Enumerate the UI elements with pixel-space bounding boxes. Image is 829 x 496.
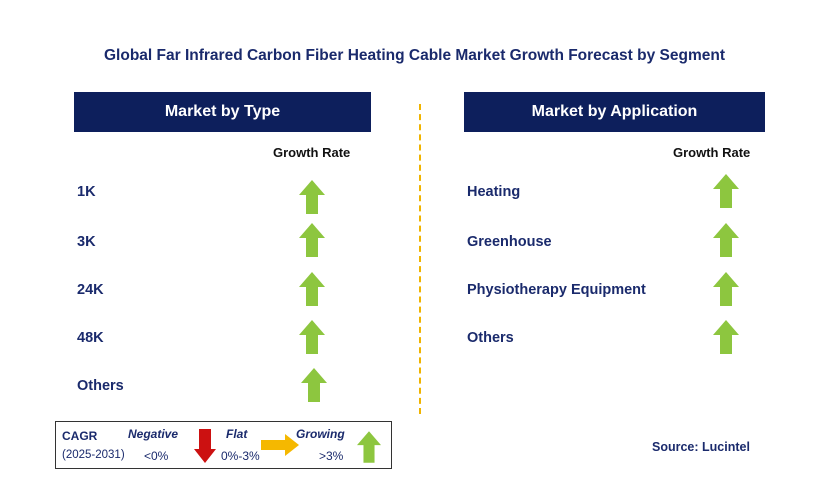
green-up-arrow-icon	[713, 320, 739, 354]
application-growth-rate-header: Growth Rate	[673, 145, 751, 160]
chart-title: Global Far Infrared Carbon Fiber Heating…	[104, 47, 725, 64]
panel-divider	[419, 104, 421, 414]
application-row-label: Greenhouse	[467, 234, 552, 250]
type-row-label: 24K	[77, 282, 104, 298]
green-up-arrow-icon	[713, 223, 739, 257]
application-row-label: Physiotherapy Equipment	[467, 282, 646, 298]
type-row-label: 48K	[77, 330, 104, 346]
red-down-arrow-icon	[194, 429, 216, 463]
type-growth-rate-header: Growth Rate	[273, 145, 351, 160]
green-up-arrow-icon	[713, 272, 739, 306]
legend-growing-label: Growing	[296, 427, 345, 441]
type-row-label: Others	[77, 378, 124, 394]
green-up-arrow-icon	[299, 223, 325, 257]
green-up-arrow-icon	[301, 368, 327, 402]
legend-flat-value: 0%-3%	[221, 449, 260, 463]
type-row-label: 3K	[77, 234, 96, 250]
legend-flat-label: Flat	[226, 427, 248, 441]
legend-cagr-label: CAGR	[62, 429, 98, 443]
green-up-arrow-icon	[713, 174, 739, 208]
legend-growing-value: >3%	[319, 449, 344, 463]
legend-negative-value: <0%	[144, 449, 169, 463]
application-row-label: Heating	[467, 184, 521, 200]
green-up-arrow-icon	[299, 272, 325, 306]
source-note: Source: Lucintel	[652, 440, 750, 454]
legend-negative-label: Negative	[128, 427, 179, 441]
yellow-right-arrow-icon	[261, 434, 299, 456]
cagr-legend: CAGR (2025-2031) Negative <0% Flat 0%-3%…	[55, 421, 392, 469]
type-row-label: 1K	[77, 184, 96, 200]
legend-period: (2025-2031)	[62, 449, 125, 461]
green-up-arrow-icon	[299, 180, 325, 214]
application-row-label: Others	[467, 330, 514, 346]
green-up-arrow-icon	[357, 431, 381, 463]
market-by-type-header: Market by Type	[74, 92, 371, 132]
market-by-application-header: Market by Application	[464, 92, 765, 132]
green-up-arrow-icon	[299, 320, 325, 354]
